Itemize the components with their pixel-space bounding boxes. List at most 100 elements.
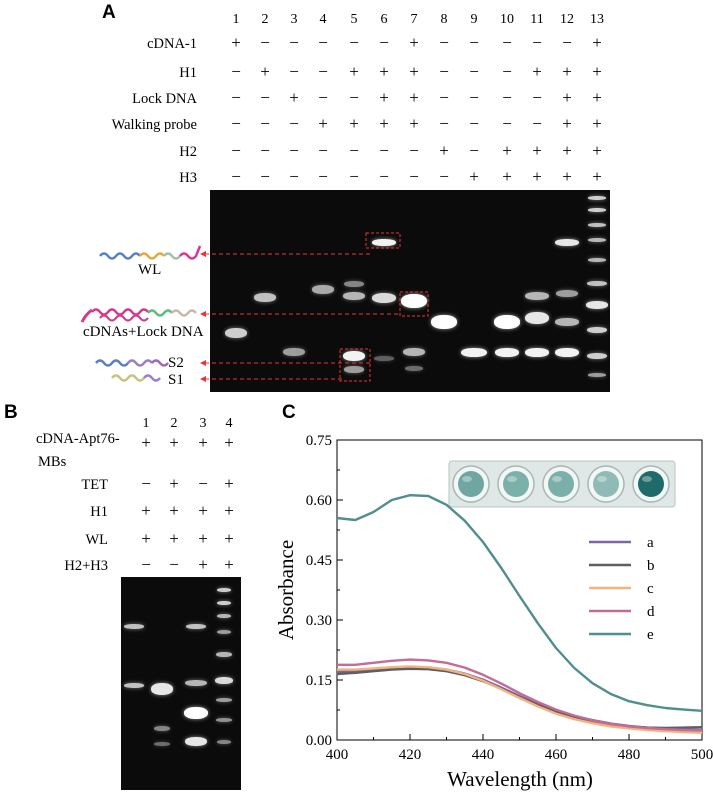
gel-a-band-30 (587, 280, 607, 286)
gel-a-band-18 (525, 292, 549, 300)
gel-a-band-15 (461, 347, 487, 357)
legend-label-a: a (647, 535, 654, 551)
panel-b-row-label-3: WL (85, 532, 108, 548)
panel-c-letter: C (282, 402, 296, 423)
sign-b-r3-c2: + (198, 529, 208, 548)
gel-a-band-9 (372, 293, 396, 303)
sign-b-r2-c0: + (141, 501, 151, 520)
x-tick-label-5: 500 (691, 747, 713, 763)
panel-a-row-label-2: Lock DNA (132, 91, 197, 107)
legend-label-b: b (647, 558, 655, 574)
sign-b-r4-c1: − (169, 555, 179, 574)
sign-a-r1-c1: + (260, 62, 270, 81)
gel-image-b (121, 577, 241, 790)
sign-a-r3-c1: − (260, 114, 270, 133)
sign-a-r0-c5: − (379, 33, 389, 52)
sign-b-r3-c3: + (224, 529, 234, 548)
y-axis-label: Absorbance (274, 540, 298, 640)
sign-a-r5-c3: − (318, 167, 328, 186)
well-solution-4 (638, 471, 664, 497)
sign-a-r1-c0: − (231, 62, 241, 81)
sign-b-r0-c3: + (224, 433, 234, 452)
sign-a-r2-c5: + (379, 88, 389, 107)
gel-a-band-22 (556, 289, 578, 297)
sign-a-r4-c0: − (231, 141, 241, 160)
lane-b-number-1: 1 (142, 416, 150, 431)
well-solution-3 (593, 471, 619, 497)
sign-a-r5-c4: − (349, 167, 359, 186)
sign-a-r0-c12: + (592, 33, 602, 52)
panel-b-letter: B (4, 402, 18, 423)
gel-a-band-1 (254, 292, 276, 302)
lane-number-10: 10 (500, 12, 514, 27)
gel-a-band-4 (344, 281, 364, 287)
y-tick-label-4: 0.60 (306, 493, 332, 509)
sign-a-r5-c7: − (439, 167, 449, 186)
lane-number-2: 2 (261, 12, 269, 27)
y-tick-label-5: 0.75 (306, 433, 332, 449)
legend-label-e: e (647, 627, 654, 643)
lane-number-9: 9 (470, 12, 478, 27)
sign-b-r4-c3: + (224, 555, 234, 574)
sign-b-r3-c1: + (169, 529, 179, 548)
sign-a-r1-c12: + (592, 62, 602, 81)
gel-a-band-28 (588, 238, 606, 242)
sign-b-r0-c2: + (198, 433, 208, 452)
sign-b-r4-c0: − (141, 555, 151, 574)
gel-b-band-16 (216, 718, 232, 722)
well-solution-1 (503, 471, 529, 497)
lane-number-11: 11 (530, 12, 544, 27)
sign-b-r2-c3: + (224, 501, 234, 520)
sign-a-r3-c6: + (409, 114, 419, 133)
sign-a-r4-c6: − (409, 141, 419, 160)
panel-b-row-label-cdna-apt76: cDNA-Apt76- (36, 431, 120, 447)
series-line-c (337, 665, 703, 734)
sign-a-r5-c6: − (409, 167, 419, 186)
well-solution-0 (458, 471, 484, 497)
lane-number-6: 6 (380, 12, 388, 27)
x-tick-label-1: 420 (399, 747, 422, 763)
well-highlight-1 (507, 476, 517, 482)
panel-b-row-label-mbs: MBs (38, 454, 67, 470)
gel-a-band-29 (588, 258, 606, 262)
gel-b-band-8 (185, 736, 207, 746)
y-tick-label-2: 0.30 (306, 613, 332, 629)
panel-a-letter: A (102, 2, 116, 23)
gel-b-band-13 (216, 651, 232, 657)
sign-a-r5-c2: − (289, 167, 299, 186)
sign-a-r1-c10: + (532, 62, 542, 81)
sign-a-r2-c7: − (439, 88, 449, 107)
legend-label-c: c (647, 581, 654, 597)
gel-a-band-25 (588, 196, 606, 200)
sign-a-r0-c4: − (349, 33, 359, 52)
panel-a-row-label-3: Walking probe (111, 117, 197, 133)
x-tick-label-4: 480 (618, 747, 641, 763)
sign-a-r0-c7: − (439, 33, 449, 52)
gel-a-band-10 (374, 355, 394, 361)
sign-a-r4-c12: + (592, 141, 602, 160)
sign-b-r2-c2: + (198, 501, 208, 520)
sign-a-r0-c2: − (289, 33, 299, 52)
sign-a-r0-c0: + (231, 33, 241, 52)
panel-a-row-label-5: H3 (179, 170, 197, 186)
sign-a-r3-c10: − (532, 114, 542, 133)
gel-b-band-17 (217, 740, 231, 744)
sign-a-r5-c11: + (562, 167, 572, 186)
sign-a-r5-c12: + (592, 167, 602, 186)
gel-b-band-4 (154, 742, 170, 746)
lane-number-1: 1 (232, 12, 240, 27)
sign-b-r0-c0: + (141, 433, 151, 452)
sign-a-r4-c4: − (349, 141, 359, 160)
sign-a-r3-c7: − (439, 114, 449, 133)
sign-a-r2-c10: − (532, 88, 542, 107)
lane-number-7: 7 (410, 12, 418, 27)
sign-a-r2-c1: − (260, 88, 270, 107)
well-highlight-4 (642, 476, 652, 482)
sign-a-r3-c11: + (562, 114, 572, 133)
sign-a-r0-c6: + (409, 33, 419, 52)
gel-image-a (210, 190, 610, 392)
sign-a-r3-c9: − (502, 114, 512, 133)
sign-a-r4-c7: + (439, 141, 449, 160)
lane-b-number-4: 4 (225, 416, 233, 431)
sign-a-r3-c0: − (231, 114, 241, 133)
